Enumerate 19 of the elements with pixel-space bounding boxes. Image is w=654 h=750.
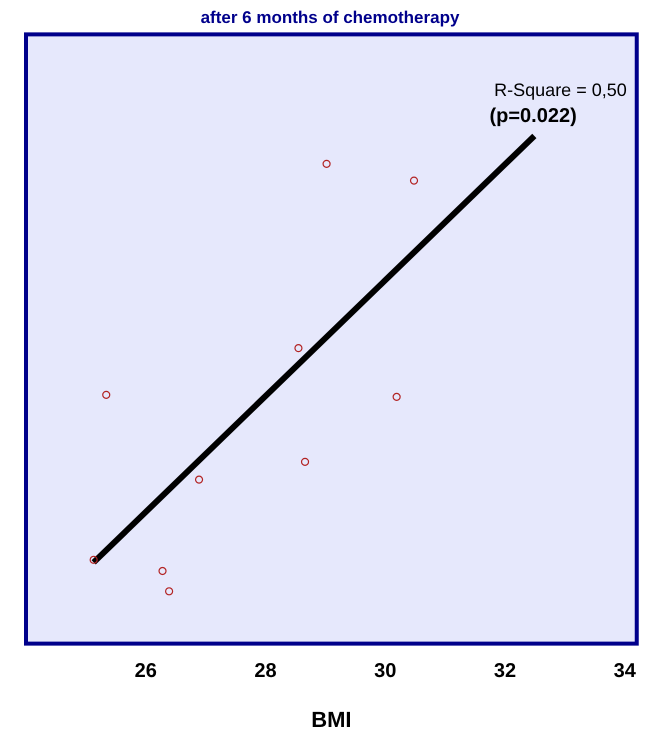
- text: R-Square = 0,50: [494, 80, 627, 100]
- x-tick-label: 26: [134, 660, 157, 682]
- point: [410, 176, 418, 185]
- point: [392, 392, 401, 401]
- point: [294, 344, 303, 352]
- point: [322, 160, 331, 168]
- point: [102, 390, 110, 399]
- point: [90, 556, 98, 564]
- point: [300, 458, 310, 466]
- point: [158, 566, 167, 576]
- x-axis-title: BMI: [311, 706, 352, 732]
- point: [194, 476, 204, 484]
- x-tick-label: 32: [494, 660, 516, 682]
- x-tick-label: 28: [254, 660, 277, 682]
- x-tick-label: 30: [374, 660, 396, 682]
- point: [165, 587, 174, 596]
- x-tick-label: 34: [614, 660, 637, 682]
- chart-title: after 6 months of chemotherapy: [200, 8, 460, 27]
- text: (p=0.022): [489, 104, 577, 127]
